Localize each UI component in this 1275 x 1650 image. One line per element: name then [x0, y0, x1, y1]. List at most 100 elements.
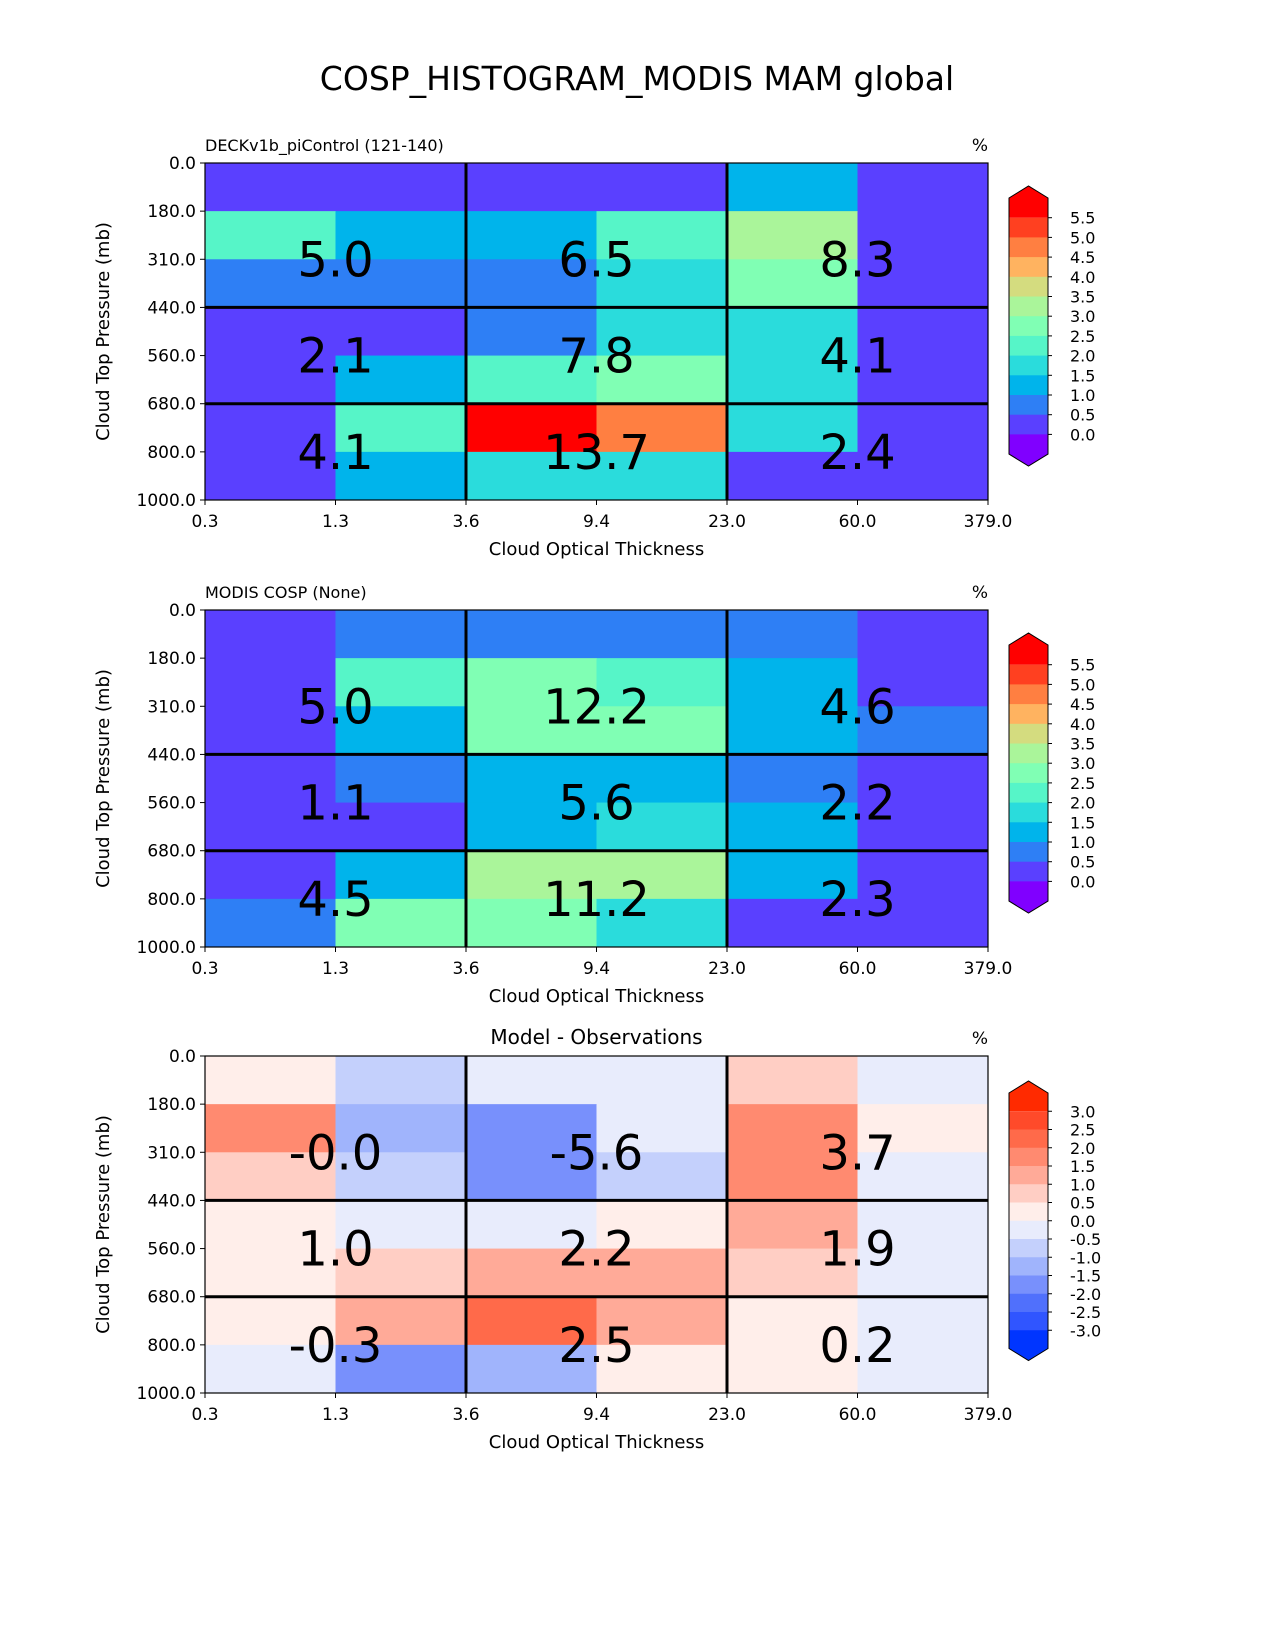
heatmap-cell — [466, 1056, 597, 1105]
heatmap-cell — [727, 355, 858, 405]
colorbar-segment — [1009, 861, 1048, 882]
heatmap-cell — [727, 1152, 858, 1201]
heatmap-cell — [596, 355, 728, 405]
y-tick-label: 310.0 — [147, 250, 196, 270]
heatmap-cell — [596, 1056, 728, 1105]
heatmap-cell — [857, 1296, 989, 1346]
heatmap-cell — [205, 1056, 336, 1105]
colorbar-extension-max — [1009, 1081, 1048, 1112]
box-label: 7.8 — [558, 329, 634, 385]
heatmap-cell — [335, 1200, 467, 1250]
x-tick-label: 0.3 — [191, 512, 218, 532]
colorbar-tick-label: 1.0 — [1070, 1175, 1095, 1194]
colorbar-segment — [1009, 822, 1048, 843]
heatmap-cell — [466, 610, 597, 659]
x-tick-label: 3.6 — [452, 959, 479, 979]
heatmap-panel-3: -0.0 -5.6 3.7 1.0 2.2 1.9 -0.3 2.5 0.2 0.3 1.3 3.6 9… — [93, 1025, 1101, 1453]
box-label: 5.0 — [297, 679, 373, 735]
colorbar-tick-label: 4.0 — [1070, 268, 1095, 287]
y-tick-label: 1000.0 — [137, 938, 196, 958]
heatmap-cell — [335, 610, 467, 659]
x-axis-label: Cloud Optical Thickness — [489, 986, 704, 1007]
heatmap-cell — [596, 658, 728, 707]
heatmap-cell — [727, 1104, 858, 1153]
heatmap-cell — [205, 706, 336, 755]
colorbar-tick-label: 5.0 — [1070, 228, 1095, 247]
x-axis-label: Cloud Optical Thickness — [489, 1432, 704, 1453]
x-tick-label: 9.4 — [583, 959, 610, 979]
y-tick-label: 180.0 — [147, 649, 196, 669]
heatmap-cell — [205, 259, 336, 308]
heatmap-cell — [596, 610, 728, 659]
colorbar-tick-label: 4.5 — [1070, 248, 1095, 267]
heatmap-cell — [596, 1104, 728, 1153]
colorbar-tick-label: 0.5 — [1070, 1194, 1095, 1213]
units-label: % — [972, 1029, 988, 1049]
colorbar-segment — [1009, 316, 1048, 337]
heatmap-cell — [466, 850, 597, 900]
y-axis-label: Cloud Top Pressure (mb) — [93, 222, 114, 441]
heatmap-cell — [727, 1248, 858, 1298]
heatmap-cell — [857, 754, 989, 804]
heatmap-cell — [466, 403, 597, 453]
box-label: 3.7 — [819, 1125, 895, 1181]
heatmap-cell — [466, 1104, 597, 1153]
heatmap-cell — [335, 1104, 467, 1153]
heatmap-cell — [727, 259, 858, 308]
colorbar-tick-label: 2.0 — [1070, 1139, 1095, 1158]
colorbar-extension-max — [1009, 633, 1048, 665]
box-label: 8.3 — [819, 232, 895, 288]
heatmap-cell — [857, 403, 989, 453]
colorbar-segment — [1009, 237, 1048, 258]
colorbar-segment — [1009, 1312, 1048, 1331]
x-tick-label: 379.0 — [964, 1405, 1013, 1425]
y-axis-label: Cloud Top Pressure (mb) — [93, 669, 114, 888]
heatmap-cell — [335, 211, 467, 260]
heatmap-cell — [335, 1152, 467, 1201]
heatmap-cell — [596, 802, 728, 852]
box-label: 5.0 — [297, 232, 373, 288]
heatmap-cell — [596, 706, 728, 755]
heatmap-cell — [466, 1296, 597, 1346]
colorbar-tick-label: 3.0 — [1070, 307, 1095, 326]
x-tick-label: 23.0 — [708, 1405, 746, 1425]
heatmap-cell — [335, 259, 467, 308]
heatmap-cell — [727, 451, 858, 501]
heatmap-cell — [205, 1152, 336, 1201]
box-label: 4.5 — [297, 872, 373, 928]
colorbar-segment — [1009, 217, 1048, 238]
heatmap-cell — [596, 451, 728, 501]
y-tick-label: 560.0 — [147, 347, 196, 367]
colorbar-segment — [1009, 257, 1048, 278]
y-tick-label: 680.0 — [147, 395, 196, 415]
heatmap-cell — [466, 211, 597, 260]
heatmap-cell — [857, 1248, 989, 1298]
colorbar-segment — [1009, 1220, 1048, 1240]
colorbar-tick-label: 2.5 — [1070, 1121, 1095, 1140]
heatmap-cell — [857, 451, 989, 501]
heatmap-cell — [857, 706, 989, 755]
x-tick-label: 0.3 — [191, 959, 218, 979]
box-label: 4.1 — [819, 329, 895, 385]
heatmap-cell — [727, 1296, 858, 1346]
heatmap-cell — [205, 355, 336, 405]
x-tick-label: 1.3 — [322, 512, 349, 532]
heatmap-cell — [466, 658, 597, 707]
heatmap-cell — [596, 898, 728, 948]
units-label: % — [972, 583, 988, 603]
y-tick-label: 440.0 — [147, 298, 196, 318]
y-tick-label: 180.0 — [147, 1095, 196, 1115]
heatmap-cell — [466, 802, 597, 852]
colorbar-tick-label: -3.0 — [1070, 1321, 1101, 1340]
heatmap-cell — [335, 403, 467, 453]
y-tick-label: 440.0 — [147, 1191, 196, 1211]
heatmap-cell — [857, 259, 989, 308]
colorbar-tick-label: 4.0 — [1070, 715, 1095, 734]
heatmap-cell — [857, 610, 989, 659]
colorbar-segment — [1009, 704, 1048, 725]
heatmap-cell — [335, 1296, 467, 1346]
colorbar-segment — [1009, 664, 1048, 685]
heatmap-cell — [857, 658, 989, 707]
colorbar-segment — [1009, 1111, 1048, 1130]
